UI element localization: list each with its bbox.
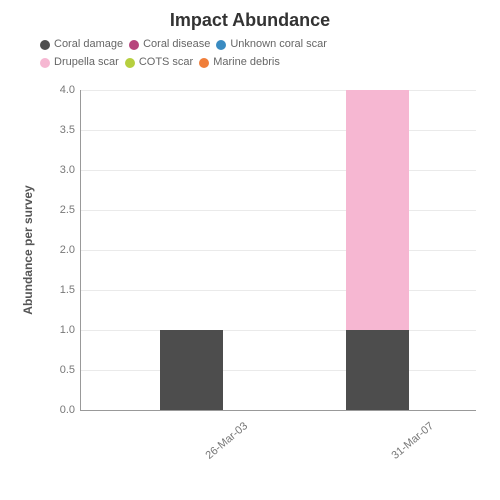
gridline xyxy=(81,210,476,211)
legend-label: Drupella scar xyxy=(54,55,119,70)
ytick-label: 0.0 xyxy=(60,404,81,416)
xtick-label: 26-Mar-03 xyxy=(166,410,217,432)
gridline xyxy=(81,330,476,331)
legend-label: Marine debris xyxy=(213,55,280,70)
legend-dot-icon xyxy=(216,40,226,50)
bar-segment xyxy=(160,330,223,410)
legend-dot-icon xyxy=(129,40,139,50)
chart-title: Impact Abundance xyxy=(0,0,500,31)
ytick-label: 3.0 xyxy=(60,164,81,176)
chart-container: Impact Abundance Coral damage Coral disea… xyxy=(0,0,500,500)
legend-item: Marine debris xyxy=(199,55,280,70)
ytick-label: 0.5 xyxy=(60,364,81,376)
legend-item: Unknown coral scar xyxy=(216,37,327,52)
legend-label: Coral disease xyxy=(143,37,210,52)
gridline xyxy=(81,90,476,91)
ytick-label: 1.0 xyxy=(60,324,81,336)
gridline xyxy=(81,170,476,171)
legend-dot-icon xyxy=(40,58,50,68)
gridline xyxy=(81,290,476,291)
ytick-label: 1.5 xyxy=(60,284,81,296)
gridline xyxy=(81,130,476,131)
xtick-label: 31-Mar-07 xyxy=(352,410,403,432)
legend-item: COTS scar xyxy=(125,55,193,70)
legend-line: Drupella scar COTS scar Marine debris xyxy=(40,55,500,73)
legend-dot-icon xyxy=(199,58,209,68)
gridline xyxy=(81,250,476,251)
ytick-label: 4.0 xyxy=(60,84,81,96)
bar-segment xyxy=(346,330,409,410)
legend-label: COTS scar xyxy=(139,55,193,70)
ytick-label: 2.5 xyxy=(60,204,81,216)
legend-item: Coral disease xyxy=(129,37,210,52)
legend-item: Drupella scar xyxy=(40,55,119,70)
legend-dot-icon xyxy=(125,58,135,68)
bar-segment xyxy=(346,90,409,330)
legend-label: Unknown coral scar xyxy=(230,37,327,52)
legend-dot-icon xyxy=(40,40,50,50)
ytick-label: 2.0 xyxy=(60,244,81,256)
legend-label: Coral damage xyxy=(54,37,123,52)
y-axis-label: Abundance per survey xyxy=(21,185,35,314)
ytick-label: 3.5 xyxy=(60,124,81,136)
legend: Coral damage Coral disease Unknown coral s… xyxy=(0,31,500,75)
gridline xyxy=(81,370,476,371)
legend-line: Coral damage Coral disease Unknown coral s… xyxy=(40,37,500,55)
plot-area: 0.00.51.01.52.02.53.03.54.026-Mar-0331-M… xyxy=(80,90,476,411)
legend-item: Coral damage xyxy=(40,37,123,52)
